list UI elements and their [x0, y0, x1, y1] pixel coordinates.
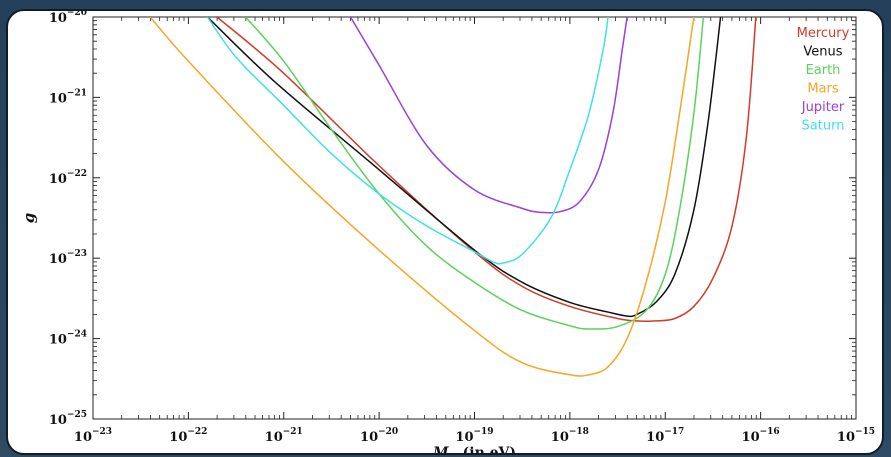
x-axis-label: MZ' (in eV) [432, 445, 516, 455]
x-tick-label: 10−17 [646, 427, 684, 445]
legend-entry-saturn: Saturn [802, 119, 845, 134]
y-axis-label: g [20, 213, 38, 224]
x-tick-label: 10−21 [265, 427, 303, 445]
legend-entry-venus: Venus [803, 45, 842, 60]
legend-entry-earth: Earth [806, 63, 841, 78]
x-tick-label: 10−15 [837, 427, 875, 445]
x-tick-label: 10−22 [169, 427, 207, 445]
y-tick-label: 10−23 [49, 249, 87, 267]
y-tick-label: 10−22 [49, 169, 87, 187]
chart-panel: 10−23 10−22 10−21 10−20 10−19 10−18 10−17 10−16… [6, 9, 884, 455]
x-tick-label: 10−18 [551, 427, 589, 445]
series-line-saturn [206, 17, 609, 265]
y-tick-label: 10−25 [49, 410, 87, 428]
series-line-mars [149, 17, 695, 377]
x-tick-label: 10−20 [360, 427, 398, 445]
plot-frame [92, 16, 857, 420]
series-line-earth [245, 17, 705, 330]
y-tick-label: 10−20 [49, 11, 87, 26]
y-tick-label: 10−24 [49, 330, 87, 348]
x-tick-label: 10−19 [455, 427, 493, 445]
series-line-venus [206, 17, 722, 318]
x-tick-label: 10−23 [74, 427, 112, 445]
legend-entry-mars: Mars [807, 82, 839, 97]
chart-svg: 10−23 10−22 10−21 10−20 10−19 10−18 10−17 10−16… [20, 11, 875, 455]
legend-entry-mercury: Mercury [797, 26, 850, 41]
series-line-jupiter [349, 17, 628, 214]
x-tick-label: 10−16 [742, 427, 780, 445]
y-tick-label: 10−21 [49, 88, 87, 106]
legend-entry-jupiter: Jupiter [801, 100, 845, 115]
